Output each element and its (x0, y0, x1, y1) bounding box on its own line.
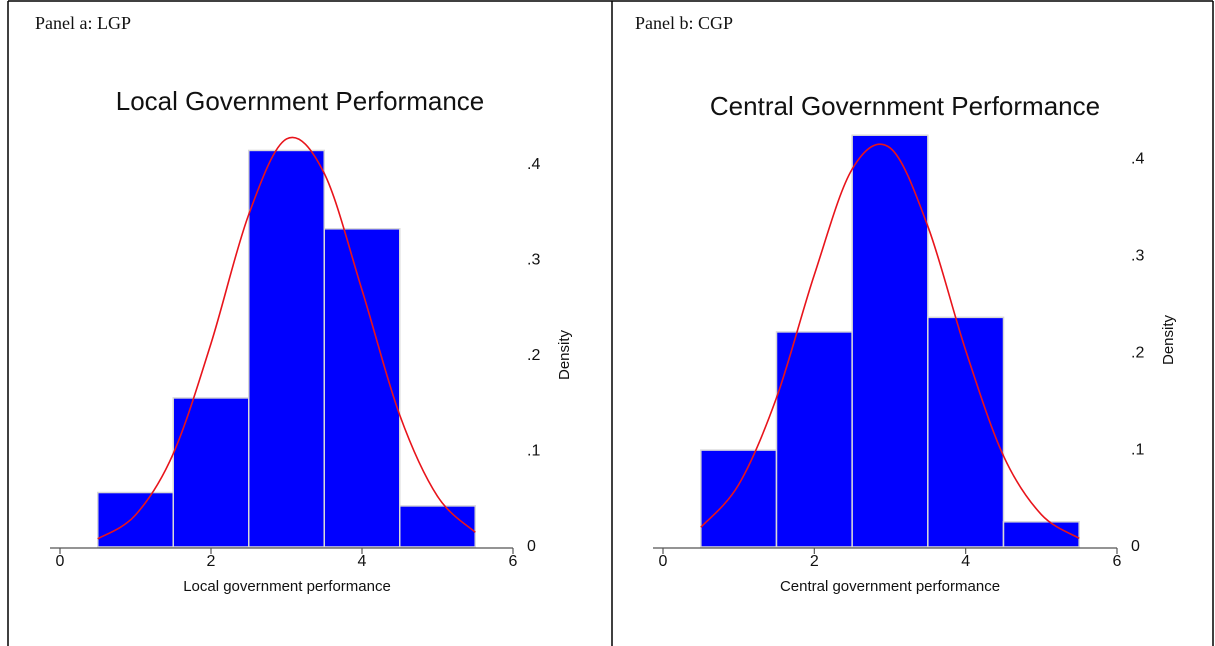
bar (700, 449, 778, 548)
chart-title: Central Government Performance (710, 91, 1100, 121)
x-tick-label: 6 (1113, 553, 1122, 570)
y-tick-label: .1 (1131, 441, 1144, 458)
y-tick-label: .2 (527, 347, 540, 364)
bar (172, 397, 250, 548)
y-tick-label: .2 (1131, 344, 1144, 361)
bar (323, 228, 401, 548)
x-tick-label: 2 (207, 553, 216, 570)
x-tick-label: 4 (358, 553, 367, 570)
y-tick-label: .3 (527, 252, 540, 269)
y-tick-label: .4 (527, 156, 540, 173)
bar (927, 316, 1005, 548)
bar (851, 134, 929, 548)
y-axis-label: Density (556, 329, 573, 380)
x-tick-label: 4 (961, 553, 970, 570)
density-curve (97, 136, 476, 540)
panel-label: Panel a: LGP (35, 13, 131, 33)
y-tick-label: .4 (1131, 151, 1144, 168)
x-tick-label: 2 (810, 553, 819, 570)
bar (97, 491, 174, 548)
chart-title: Local Government Performance (116, 86, 485, 116)
y-axis-label: Density (1160, 314, 1177, 365)
y-tick-label: .1 (527, 443, 540, 460)
bar (248, 149, 325, 548)
bar (399, 505, 476, 548)
y-tick-label: .3 (1131, 248, 1144, 265)
x-axis-label: Central government performance (780, 578, 1000, 595)
x-tick-label: 6 (509, 553, 518, 570)
table-border (7, 0, 1214, 646)
y-tick-label: 0 (1131, 538, 1140, 555)
x-tick-label: 0 (56, 553, 65, 570)
panel-label: Panel b: CGP (635, 13, 733, 33)
bar (1002, 521, 1080, 548)
x-axis-label: Local government performance (183, 578, 391, 595)
y-tick-label: 0 (527, 538, 536, 555)
density-curve (700, 143, 1080, 539)
x-tick-label: 0 (659, 553, 668, 570)
